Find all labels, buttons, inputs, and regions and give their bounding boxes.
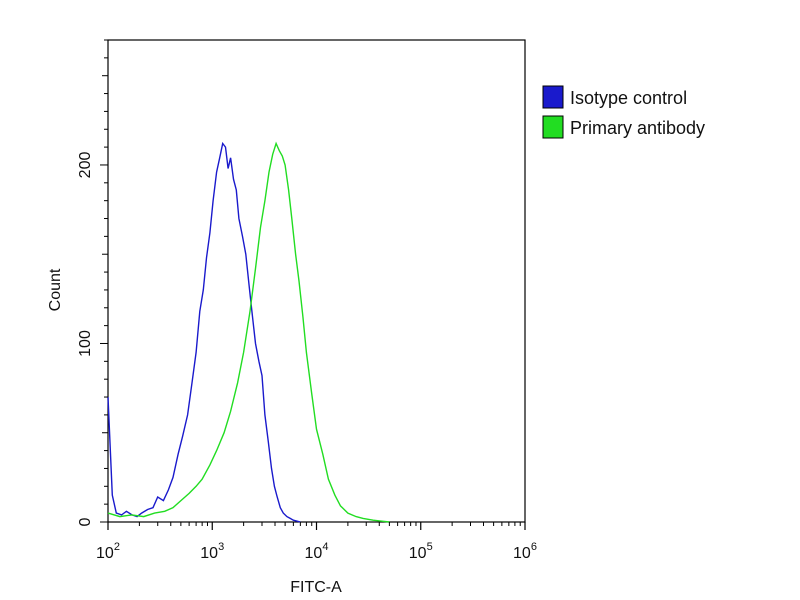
y-axis: 0 100 200 [77, 39, 108, 526]
series-layer [107, 141, 390, 523]
x-tick-label: 102 [96, 541, 120, 562]
x-axis-title: FITC-A [290, 579, 342, 596]
y-tick-label: 200 [77, 152, 94, 179]
y-axis-title: Count [47, 268, 64, 311]
plot-frame [107, 39, 526, 523]
x-tick-label: 103 [200, 541, 224, 562]
x-tick-label: 104 [305, 541, 329, 562]
x-axis: 102 103 104 105 106 [96, 522, 537, 562]
x-tick-label: 106 [513, 541, 537, 562]
legend: Isotype control Primary antibody [542, 85, 705, 139]
legend-swatch-isotype-control [542, 85, 564, 109]
series-line-isotype-control [107, 141, 301, 523]
legend-label-primary-antibody: Primary antibody [570, 118, 705, 138]
x-tick-label: 105 [409, 541, 433, 562]
legend-swatch-primary-antibody [542, 115, 564, 139]
series-line-primary-antibody [107, 141, 390, 523]
y-tick-label: 100 [77, 330, 94, 357]
legend-label-isotype-control: Isotype control [570, 88, 687, 108]
y-tick-label: 0 [77, 517, 94, 526]
